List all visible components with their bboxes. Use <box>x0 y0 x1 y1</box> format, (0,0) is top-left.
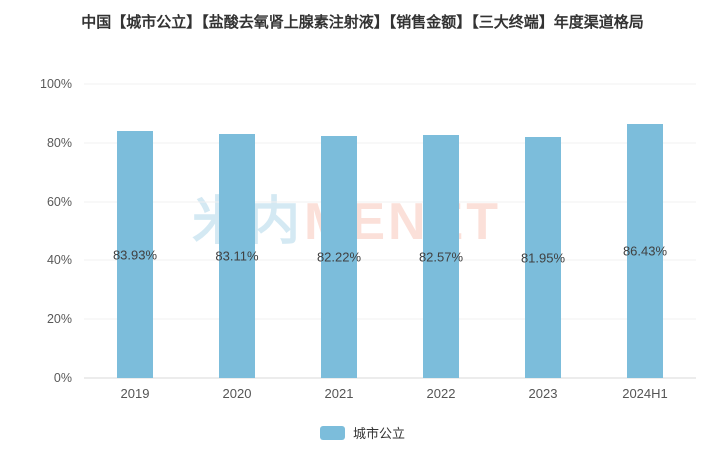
legend-swatch <box>319 425 345 440</box>
y-tick-label-0%: 0% <box>53 371 72 385</box>
x-tick-label-2023: 2023 <box>528 386 558 401</box>
legend-item-city-public[interactable]: 城市公立 <box>0 423 725 442</box>
y-tick-label-80%: 80% <box>46 135 72 150</box>
x-axis-labels: 2019 2020 2021 2022 2023 2024H1 <box>84 386 696 404</box>
bar-value-label-2023: 81.95% <box>520 250 566 266</box>
bar-value-label-2021: 82.22% <box>316 249 362 265</box>
bar-value-label-2020: 83.11% <box>215 248 259 264</box>
grid-line-100% <box>84 83 696 85</box>
grid-line-0% <box>84 377 696 379</box>
y-tick-label-40%: 40% <box>46 253 72 268</box>
bar-2020[interactable] <box>219 133 255 378</box>
x-tick-label-2022: 2022 <box>426 386 456 401</box>
x-tick-label-2021: 2021 <box>324 386 354 401</box>
bar-2024H1[interactable] <box>627 123 663 378</box>
plot-area: 0% 20% 40% 60% 80% 100% 83.93% 83.11% 82.22% 82.5… <box>40 77 696 385</box>
grid-line-40% <box>84 259 696 261</box>
x-tick-label-2019: 2019 <box>120 386 150 401</box>
bar-value-label-2022: 82.57% <box>418 249 464 265</box>
y-tick-label-20%: 20% <box>46 312 72 327</box>
y-tick-label-60%: 60% <box>46 194 72 209</box>
grid-line-20% <box>84 318 696 320</box>
legend-label: 城市公立 <box>352 426 405 441</box>
x-tick-label-2020: 2020 <box>222 386 252 401</box>
x-tick-label-2024H1: 2024H1 <box>622 386 668 401</box>
grid-line-60% <box>84 201 696 203</box>
bar-2021[interactable] <box>321 136 357 378</box>
bar-2019[interactable] <box>116 131 153 378</box>
chart-title: 中国【城市公立】【盐酸去氧肾上腺素注射液】【销售金额】【三大终端】年度渠道格局 <box>81 14 644 31</box>
y-tick-label-100%: 100% <box>40 77 72 91</box>
bar-value-label-2024H1: 86.43% <box>622 243 668 259</box>
bar-2022[interactable] <box>423 135 459 378</box>
bar-value-label-2019: 83.93% <box>112 247 158 263</box>
grid-line-80% <box>84 142 696 144</box>
bar-2023[interactable] <box>525 137 561 378</box>
